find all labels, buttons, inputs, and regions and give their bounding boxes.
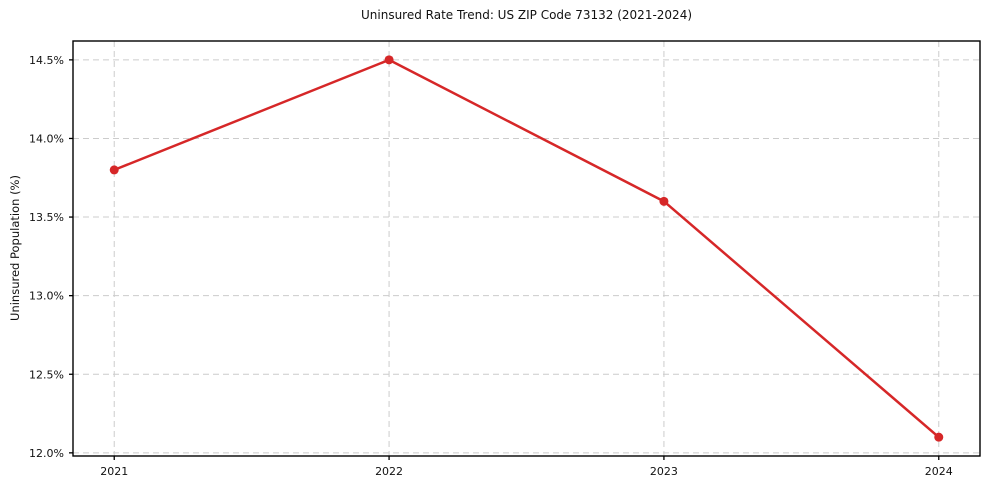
data-point-2024 (934, 432, 944, 442)
data-point-2023 (659, 196, 669, 206)
data-point-2022 (384, 55, 394, 65)
x-tick-label: 2024 (925, 465, 953, 478)
y-tick-label: 14.5% (29, 54, 64, 67)
data-point-2021 (109, 165, 119, 175)
y-tick-label: 12.0% (29, 447, 64, 460)
y-tick-label: 12.5% (29, 368, 64, 381)
y-tick-label: 13.5% (29, 211, 64, 224)
x-tick-label: 2023 (650, 465, 678, 478)
y-axis-label: Uninsured Population (%) (8, 175, 22, 321)
x-tick-label: 2022 (375, 465, 403, 478)
x-tick-label: 2021 (100, 465, 128, 478)
trend-line (112, 58, 941, 439)
y-tick-label: 14.0% (29, 132, 64, 145)
y-tick-label: 13.0% (29, 290, 64, 303)
plot-border (72, 40, 981, 457)
chart-title: Uninsured Rate Trend: US ZIP Code 73132 … (360, 8, 693, 22)
